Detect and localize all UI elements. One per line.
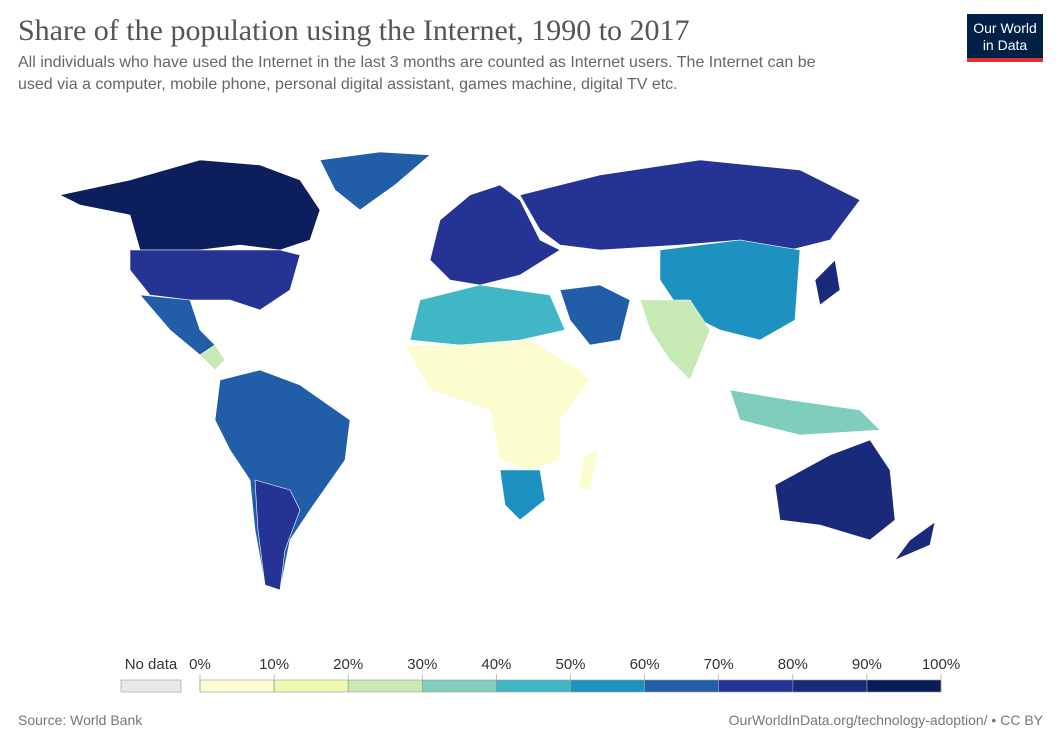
africa-north [409, 284, 566, 346]
legend-swatch [644, 679, 719, 693]
legend-label: 70% [704, 656, 734, 673]
legend-label: 30% [407, 656, 437, 673]
legend-swatch [421, 679, 497, 693]
countries [59, 151, 936, 591]
legend-label: 50% [555, 656, 585, 673]
legend-label: 10% [259, 656, 289, 673]
legend-swatch [792, 679, 868, 693]
south-america [214, 369, 351, 591]
greenland [319, 151, 431, 211]
legend: No data 0% 10% 20% 30% 40% 50% 60% 70% 80% 90% 100% [120, 656, 960, 693]
legend-label: 20% [333, 656, 363, 673]
subtitle: used via a computer, mobile phone, perso… [18, 76, 678, 93]
legend-swatch [199, 679, 275, 693]
legend-label: 60% [630, 656, 660, 673]
no-data-swatch [120, 679, 182, 693]
australia [774, 439, 896, 541]
argentina [254, 479, 301, 591]
legend-label: 40% [481, 656, 511, 673]
legend-swatch [570, 679, 645, 693]
africa-south [499, 469, 546, 521]
legend-swatch [347, 679, 423, 693]
legend-label: No data [125, 656, 178, 673]
europe [429, 184, 561, 286]
legend-swatch [496, 679, 571, 693]
legend-label: 0% [189, 656, 211, 673]
logo-text: Our World [973, 20, 1037, 36]
logo-text: in Data [982, 37, 1028, 53]
canada [59, 159, 321, 251]
logo[interactable]: Our World in Data [967, 14, 1043, 62]
madagascar [577, 449, 599, 491]
russia [519, 159, 861, 251]
middle-east [559, 284, 631, 346]
legend-label: 90% [852, 656, 882, 673]
se-asia [729, 389, 881, 436]
url[interactable]: OurWorldInData.org/technology-adoption/ … [728, 712, 1043, 728]
legend-label: 100% [922, 656, 960, 673]
africa-central [404, 339, 591, 471]
subtitle: All individuals who have used the Intern… [18, 54, 816, 71]
legend-swatch [718, 679, 794, 693]
mexico [139, 294, 216, 356]
japan [814, 259, 841, 306]
legend-swatch [273, 679, 349, 693]
source: Source: World Bank [18, 712, 143, 728]
legend-swatch [866, 679, 942, 693]
legend-label: 80% [778, 656, 808, 673]
central-america [199, 344, 226, 371]
india [639, 299, 711, 381]
new-zealand [894, 521, 936, 561]
usa [129, 249, 301, 311]
title: Share of the population using the Intern… [18, 14, 690, 47]
